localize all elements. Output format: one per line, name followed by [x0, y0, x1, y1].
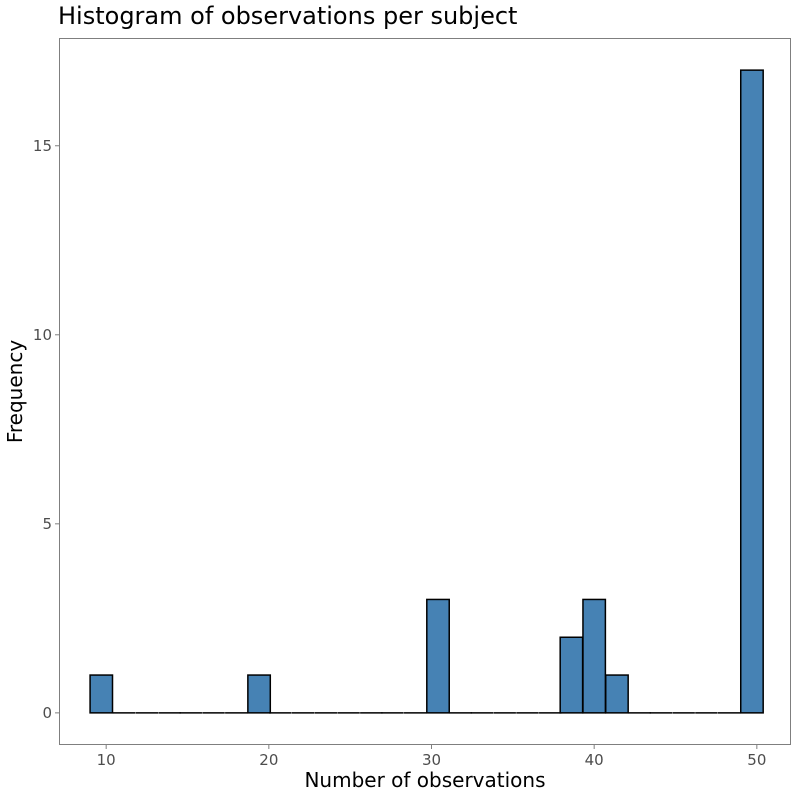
histogram-bar	[559, 636, 584, 714]
x-tick-label: 30	[422, 751, 441, 769]
histogram-bar	[582, 598, 607, 714]
x-tick-label: 50	[747, 751, 766, 769]
x-tick-label: 40	[585, 751, 604, 769]
y-tick-label: 5	[42, 515, 52, 533]
y-tick-label: 10	[33, 326, 52, 344]
x-tick-label: 10	[97, 751, 116, 769]
histogram-bar	[89, 674, 114, 714]
plot-panel	[59, 38, 791, 745]
y-tick-label: 15	[33, 137, 52, 155]
chart-title: Histogram of observations per subject	[58, 2, 518, 30]
histogram-bar	[426, 598, 450, 714]
bars-layer	[89, 69, 764, 714]
x-tick-label: 20	[259, 751, 278, 769]
histogram-bar	[247, 674, 272, 714]
y-axis-title: Frequency	[3, 340, 27, 443]
x-axis-title: Number of observations	[304, 768, 545, 792]
x-axis-ticks: 10 20 30 40 50	[97, 745, 766, 769]
histogram-bar	[739, 69, 764, 714]
y-tick-label: 0	[42, 704, 52, 722]
y-axis-ticks: 0 5 10 15	[33, 137, 59, 722]
histogram-bar	[604, 674, 629, 714]
